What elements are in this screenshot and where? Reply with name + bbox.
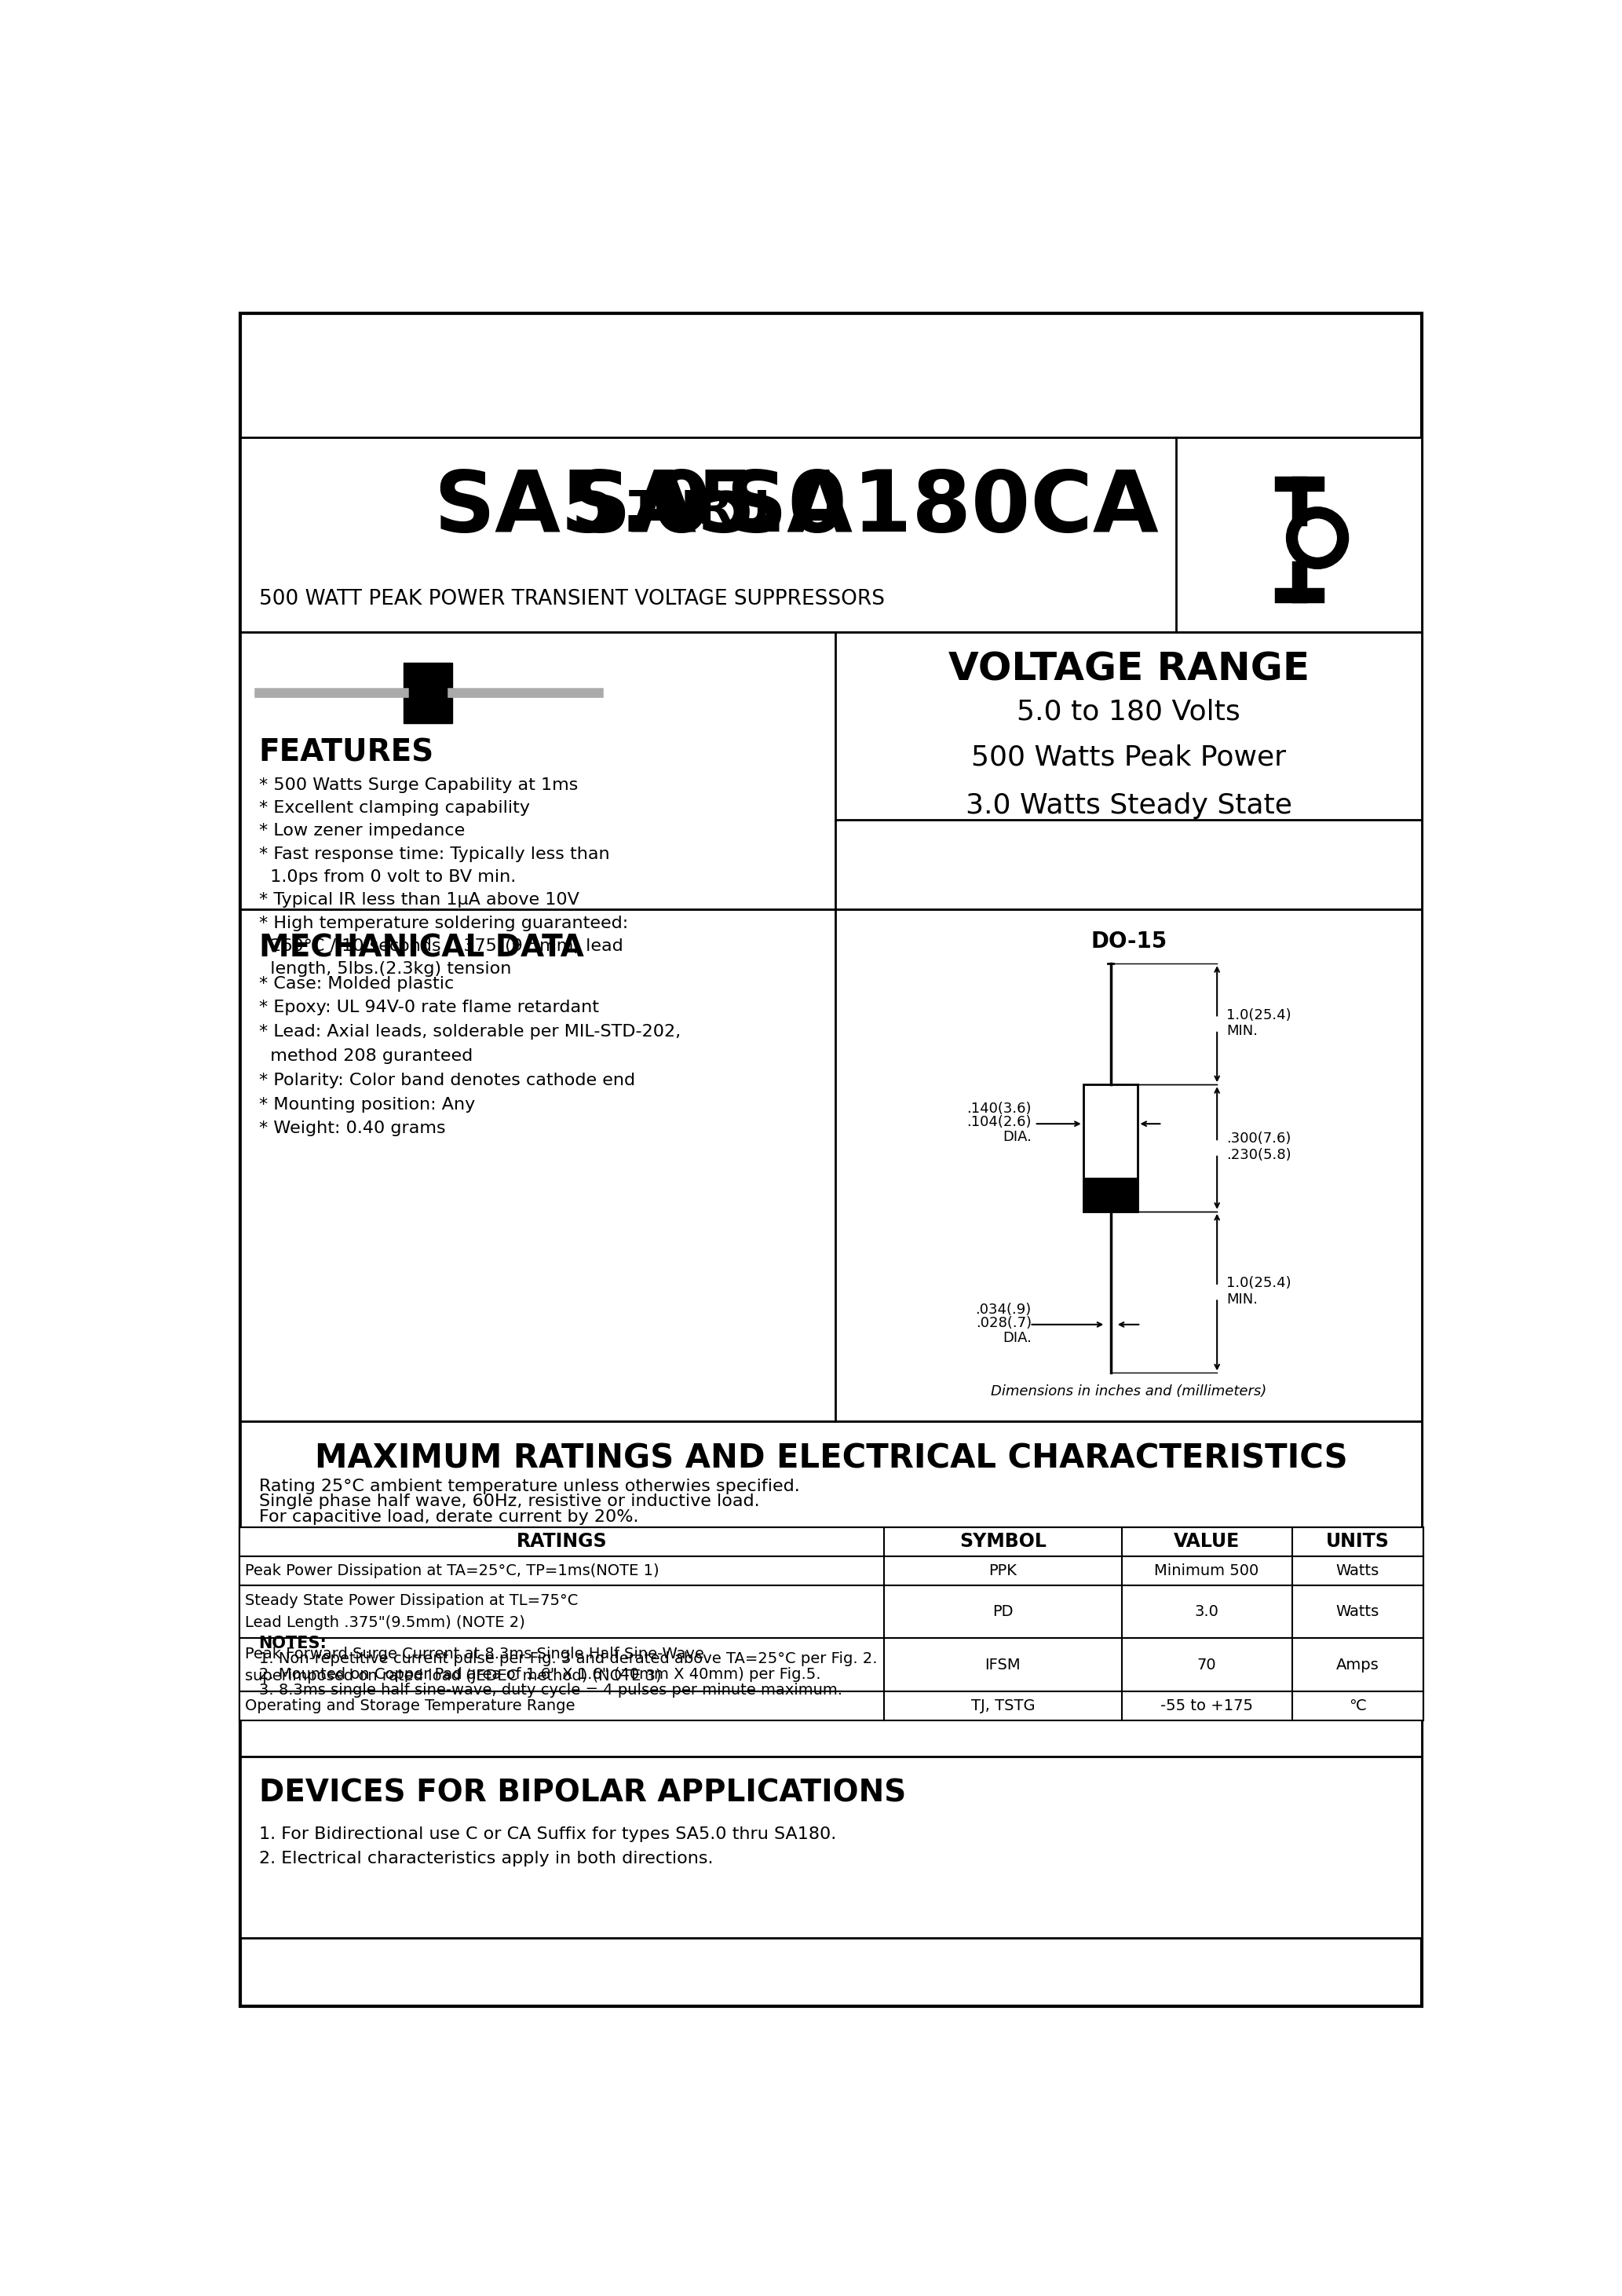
Text: 5.0 to 180 Volts: 5.0 to 180 Volts bbox=[1017, 698, 1241, 726]
Text: * Lead: Axial leads, solderable per MIL-STD-202,: * Lead: Axial leads, solderable per MIL-… bbox=[260, 1024, 680, 1040]
Text: VOLTAGE RANGE: VOLTAGE RANGE bbox=[949, 650, 1309, 689]
Text: * Low zener impedance: * Low zener impedance bbox=[260, 824, 464, 838]
Bar bbox=[240, 1692, 1422, 1720]
Text: 1.0(25.4): 1.0(25.4) bbox=[1226, 1277, 1291, 1290]
Text: Peak Power Dissipation at TA=25°C, TP=1ms(NOTE 1): Peak Power Dissipation at TA=25°C, TP=1m… bbox=[245, 1564, 660, 1577]
Text: Watts: Watts bbox=[1337, 1564, 1379, 1577]
Bar bbox=[240, 1639, 1422, 1692]
Text: UNITS: UNITS bbox=[1325, 1531, 1390, 1552]
Text: 2. Mounted on Copper Pad area of 1.6" X 1.6" (40mm X 40mm) per Fig.5.: 2. Mounted on Copper Pad area of 1.6" X … bbox=[260, 1667, 821, 1683]
Text: DIA.: DIA. bbox=[1002, 1332, 1032, 1345]
Bar bbox=[240, 1557, 1422, 1584]
Text: .140(3.6): .140(3.6) bbox=[967, 1102, 1032, 1116]
Text: 3.0: 3.0 bbox=[1194, 1605, 1218, 1619]
Text: 3.0 Watts Steady State: 3.0 Watts Steady State bbox=[965, 792, 1293, 820]
Bar bbox=[1083, 1178, 1139, 1212]
Text: .034(.9): .034(.9) bbox=[975, 1302, 1032, 1316]
Text: .230(5.8): .230(5.8) bbox=[1226, 1148, 1291, 1162]
Bar bbox=[240, 439, 1422, 631]
Text: .104(2.6): .104(2.6) bbox=[967, 1116, 1032, 1130]
Text: length, 5lbs.(2.3kg) tension: length, 5lbs.(2.3kg) tension bbox=[260, 962, 511, 976]
Text: * Polarity: Color band denotes cathode end: * Polarity: Color band denotes cathode e… bbox=[260, 1072, 634, 1088]
Text: 1.0(25.4): 1.0(25.4) bbox=[1226, 1008, 1291, 1022]
Text: SA180CA: SA180CA bbox=[727, 466, 1160, 549]
Text: Dimensions in inches and (millimeters): Dimensions in inches and (millimeters) bbox=[991, 1384, 1267, 1398]
Text: * Typical IR less than 1μA above 10V: * Typical IR less than 1μA above 10V bbox=[260, 893, 579, 907]
Text: 70: 70 bbox=[1197, 1658, 1216, 1671]
Text: Rating 25°C ambient temperature unless otherwies specified.: Rating 25°C ambient temperature unless o… bbox=[260, 1479, 800, 1495]
Text: PPK: PPK bbox=[989, 1564, 1017, 1577]
Text: RATINGS: RATINGS bbox=[516, 1531, 607, 1552]
Text: Watts: Watts bbox=[1337, 1605, 1379, 1619]
Text: SA5.0: SA5.0 bbox=[569, 466, 847, 549]
Text: -55 to +175: -55 to +175 bbox=[1160, 1699, 1254, 1713]
Text: 500 Watts Peak Power: 500 Watts Peak Power bbox=[972, 744, 1286, 771]
Text: * Case: Molded plastic: * Case: Molded plastic bbox=[260, 976, 454, 992]
Text: method 208 guranteed: method 208 guranteed bbox=[260, 1049, 472, 1063]
Text: MAXIMUM RATINGS AND ELECTRICAL CHARACTERISTICS: MAXIMUM RATINGS AND ELECTRICAL CHARACTER… bbox=[315, 1442, 1348, 1476]
Bar bbox=[240, 1756, 1422, 1938]
Text: * High temperature soldering guaranteed:: * High temperature soldering guaranteed: bbox=[260, 916, 628, 930]
Bar bbox=[240, 631, 1422, 909]
Text: * Epoxy: UL 94V-0 rate flame retardant: * Epoxy: UL 94V-0 rate flame retardant bbox=[260, 999, 599, 1015]
Text: 3. 8.3ms single half sine-wave, duty cycle = 4 pulses per minute maximum.: 3. 8.3ms single half sine-wave, duty cyc… bbox=[260, 1683, 842, 1699]
Text: 2. Electrical characteristics apply in both directions.: 2. Electrical characteristics apply in b… bbox=[260, 1851, 714, 1867]
Text: THRU: THRU bbox=[629, 489, 770, 533]
Text: DEVICES FOR BIPOLAR APPLICATIONS: DEVICES FOR BIPOLAR APPLICATIONS bbox=[260, 1777, 905, 1807]
Text: Single phase half wave, 60Hz, resistive or inductive load.: Single phase half wave, 60Hz, resistive … bbox=[260, 1495, 759, 1508]
Bar bbox=[240, 1527, 1422, 1557]
Bar bbox=[404, 664, 453, 723]
Text: DIA.: DIA. bbox=[1002, 1130, 1032, 1143]
Text: For capacitive load, derate current by 20%.: For capacitive load, derate current by 2… bbox=[260, 1508, 639, 1525]
Text: FEATURES: FEATURES bbox=[260, 737, 435, 767]
Bar bbox=[240, 909, 1422, 1421]
Text: NOTES:: NOTES: bbox=[260, 1637, 328, 1651]
Text: .028(.7): .028(.7) bbox=[975, 1316, 1032, 1329]
Bar bbox=[240, 1584, 1422, 1639]
Bar bbox=[240, 1421, 1422, 1756]
Text: * Excellent clamping capability: * Excellent clamping capability bbox=[260, 801, 530, 815]
Text: 1. Non-repetitive current pulse per Fig. 3 and derated above TA=25°C per Fig. 2.: 1. Non-repetitive current pulse per Fig.… bbox=[260, 1651, 878, 1667]
Text: 500 WATT PEAK POWER TRANSIENT VOLTAGE SUPPRESSORS: 500 WATT PEAK POWER TRANSIENT VOLTAGE SU… bbox=[260, 588, 884, 608]
Text: MECHANICAL DATA: MECHANICAL DATA bbox=[260, 934, 584, 964]
Text: ℃: ℃ bbox=[1350, 1699, 1366, 1713]
Text: PD: PD bbox=[993, 1605, 1014, 1619]
Text: Minimum 500: Minimum 500 bbox=[1155, 1564, 1259, 1577]
Text: 260°C / 10 seconds / .375"(9.5mm) lead: 260°C / 10 seconds / .375"(9.5mm) lead bbox=[260, 939, 623, 953]
Text: MIN.: MIN. bbox=[1226, 1024, 1257, 1038]
Text: superimposed on rated load (JEDEC method) (NOTE 3): superimposed on rated load (JEDEC method… bbox=[245, 1669, 662, 1683]
Text: Amps: Amps bbox=[1337, 1658, 1379, 1671]
Text: * 500 Watts Surge Capability at 1ms: * 500 Watts Surge Capability at 1ms bbox=[260, 778, 577, 792]
Text: SA5.0: SA5.0 bbox=[435, 466, 712, 549]
Text: * Mounting position: Any: * Mounting position: Any bbox=[260, 1097, 475, 1111]
Text: VALUE: VALUE bbox=[1174, 1531, 1239, 1552]
Text: Peak Forward Surge Current at 8.3ms Single Half Sine-Wave: Peak Forward Surge Current at 8.3ms Sing… bbox=[245, 1646, 704, 1662]
Text: MIN.: MIN. bbox=[1226, 1293, 1257, 1306]
Bar bbox=[1083, 1084, 1139, 1212]
Text: .300(7.6): .300(7.6) bbox=[1226, 1132, 1291, 1146]
Text: 1.0ps from 0 volt to BV min.: 1.0ps from 0 volt to BV min. bbox=[260, 870, 516, 884]
Text: * Weight: 0.40 grams: * Weight: 0.40 grams bbox=[260, 1120, 446, 1137]
Text: Steady State Power Dissipation at TL=75°C: Steady State Power Dissipation at TL=75°… bbox=[245, 1593, 579, 1607]
Text: TJ, TSTG: TJ, TSTG bbox=[972, 1699, 1035, 1713]
Text: SYMBOL: SYMBOL bbox=[959, 1531, 1046, 1552]
Text: * Fast response time: Typically less than: * Fast response time: Typically less tha… bbox=[260, 847, 610, 861]
Text: Operating and Storage Temperature Range: Operating and Storage Temperature Range bbox=[245, 1699, 576, 1713]
Text: Lead Length .375"(9.5mm) (NOTE 2): Lead Length .375"(9.5mm) (NOTE 2) bbox=[245, 1614, 526, 1630]
Text: 1. For Bidirectional use C or CA Suffix for types SA5.0 thru SA180.: 1. For Bidirectional use C or CA Suffix … bbox=[260, 1825, 835, 1841]
Text: DO-15: DO-15 bbox=[1090, 930, 1166, 953]
Text: IFSM: IFSM bbox=[985, 1658, 1020, 1671]
